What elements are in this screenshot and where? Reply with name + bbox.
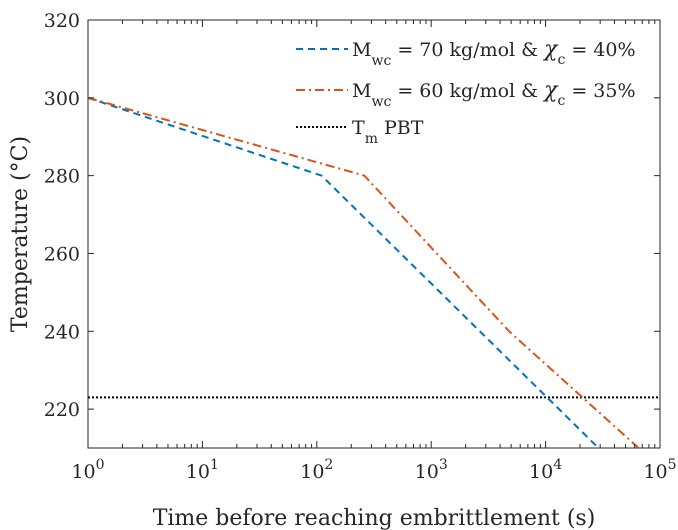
x-tick-label: 100 [71, 457, 104, 483]
legend-label: Mwc = 70 kg/mol & χc = 40% [352, 37, 636, 69]
x-tick-label: 103 [415, 457, 448, 483]
x-axis-ticks: 100 101 102 103 104 105 [71, 20, 677, 483]
series-line-1 [88, 96, 600, 448]
y-tick-label: 240 [44, 321, 80, 343]
y-axis-title: Temperature (°C) [8, 136, 33, 332]
legend-label: Mwc = 60 kg/mol & χc = 35% [352, 78, 636, 110]
y-tick-label: 280 [44, 166, 80, 188]
x-tick-label: 102 [300, 457, 333, 483]
y-tick-label: 220 [44, 399, 80, 421]
y-axis-ticks: 220 240 260 280 300 320 [44, 10, 660, 421]
x-tick-label: 104 [529, 457, 562, 483]
y-tick-label: 320 [44, 10, 80, 32]
legend: Mwc = 70 kg/mol & χc = 40% Mwc = 60 kg/mo… [296, 37, 636, 147]
legend-label: Tm PBT [352, 117, 424, 147]
axes-box [87, 19, 661, 449]
plot-area [87, 19, 661, 449]
x-axis-title: Time before reaching embrittlement (s) [153, 506, 596, 530]
y-tick-label: 260 [44, 243, 80, 265]
y-tick-label: 300 [44, 88, 80, 110]
x-tick-label: 101 [186, 457, 219, 483]
series-line-2 [88, 96, 640, 448]
x-tick-label: 105 [643, 457, 676, 483]
